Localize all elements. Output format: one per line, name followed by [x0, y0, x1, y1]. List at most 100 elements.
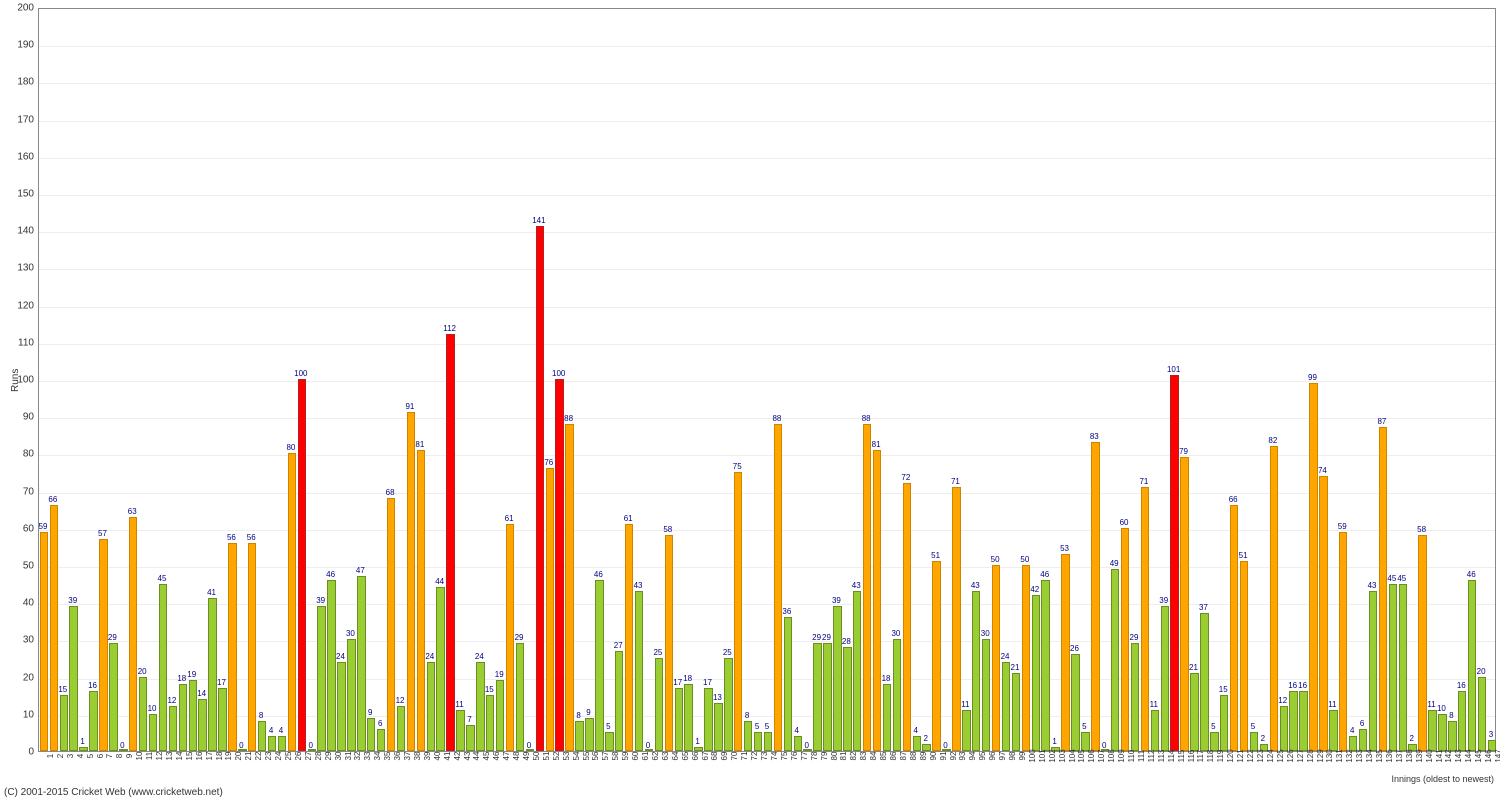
innings-bar	[446, 334, 454, 751]
innings-bar	[655, 658, 663, 751]
x-tick-label: 110	[1127, 750, 1136, 763]
bar-value-label: 61	[624, 514, 633, 523]
bar-value-label: 9	[368, 708, 372, 717]
bar-value-label: 30	[891, 629, 900, 638]
x-tick-label: 91	[939, 752, 948, 761]
bar-value-label: 16	[1288, 681, 1297, 690]
bar-value-label: 51	[931, 551, 940, 560]
x-tick-label: 78	[810, 752, 819, 761]
innings-bar	[50, 505, 58, 751]
bar-value-label: 21	[1189, 663, 1198, 672]
x-tick-label: 29	[324, 752, 333, 761]
innings-bar	[1170, 375, 1178, 751]
x-tick-label: 72	[750, 752, 759, 761]
y-tick-label: 100	[10, 375, 34, 386]
innings-bar	[476, 662, 484, 751]
x-tick-label: 99	[1018, 752, 1027, 761]
innings-bar	[456, 710, 464, 751]
bar-value-label: 10	[1437, 704, 1446, 713]
bar-value-label: 99	[1308, 373, 1317, 382]
innings-bar	[397, 706, 405, 751]
innings-bar	[1032, 595, 1040, 751]
innings-bar	[1428, 710, 1436, 751]
innings-bar	[377, 729, 385, 751]
x-tick-label: 66	[691, 752, 700, 761]
innings-bar	[952, 487, 960, 751]
x-tick-label: 32	[353, 752, 362, 761]
x-tick-label: 57	[601, 752, 610, 761]
x-tick-label: 52	[552, 752, 561, 761]
innings-bar	[1369, 591, 1377, 751]
y-tick-label: 20	[10, 672, 34, 683]
x-tick-label: 26	[294, 752, 303, 761]
innings-bar	[1448, 721, 1456, 751]
gridline	[39, 232, 1495, 233]
bar-value-label: 39	[832, 596, 841, 605]
x-tick-label: 93	[958, 752, 967, 761]
innings-bar	[536, 226, 544, 751]
bar-value-label: 24	[336, 652, 345, 661]
x-tick-label: 65	[681, 752, 690, 761]
x-tick-label: 31	[344, 752, 353, 761]
bar-value-label: 7	[467, 715, 471, 724]
x-tick-label: 84	[869, 752, 878, 761]
innings-bar	[575, 721, 583, 751]
x-tick-label: 51	[542, 752, 551, 761]
innings-bar	[387, 498, 395, 751]
bar-value-label: 83	[1090, 432, 1099, 441]
gridline	[39, 121, 1495, 122]
innings-bar	[109, 643, 117, 751]
bar-value-label: 15	[485, 685, 494, 694]
x-tick-label: 41	[443, 752, 452, 761]
bar-value-label: 0	[646, 741, 650, 750]
bar-value-label: 74	[1318, 466, 1327, 475]
innings-bar	[1478, 677, 1486, 751]
x-tick-label: 21	[244, 752, 253, 761]
bar-value-label: 0	[943, 741, 947, 750]
bar-value-label: 29	[822, 633, 831, 642]
x-tick-label: 36	[393, 752, 402, 761]
x-tick-label: 87	[899, 752, 908, 761]
y-tick-label: 90	[10, 412, 34, 423]
innings-bar	[367, 718, 375, 751]
x-tick-label: 107	[1097, 749, 1106, 762]
bar-value-label: 80	[286, 443, 295, 452]
innings-bar	[794, 736, 802, 751]
bar-value-label: 4	[269, 726, 273, 735]
innings-bar	[992, 565, 1000, 751]
innings-bar	[149, 714, 157, 751]
y-tick-label: 180	[10, 77, 34, 88]
x-tick-label: 2	[56, 754, 65, 758]
innings-bar	[347, 639, 355, 751]
bar-value-label: 39	[316, 596, 325, 605]
bar-value-label: 1	[695, 737, 699, 746]
bar-value-label: 76	[544, 458, 553, 467]
bar-value-label: 11	[1328, 700, 1336, 709]
bar-value-label: 3	[1489, 730, 1493, 739]
x-tick-label: 17	[205, 752, 214, 761]
bar-value-label: 66	[1229, 495, 1238, 504]
x-tick-label: 27	[304, 752, 313, 761]
y-tick-label: 120	[10, 300, 34, 311]
x-tick-label: 45	[482, 752, 491, 761]
x-tick-label: 56	[591, 752, 600, 761]
innings-bar	[40, 532, 48, 751]
innings-bar	[853, 591, 861, 751]
bar-value-label: 46	[1467, 570, 1476, 579]
innings-bar	[436, 587, 444, 751]
x-tick-label: 144	[1464, 749, 1473, 762]
bar-value-label: 4	[795, 726, 799, 735]
bar-value-label: 25	[653, 648, 662, 657]
bar-value-label: 2	[923, 734, 927, 743]
y-tick-label: 150	[10, 189, 34, 200]
x-tick-label: 64	[671, 752, 680, 761]
bar-value-label: 0	[120, 741, 124, 750]
innings-bar	[982, 639, 990, 751]
innings-bar	[1240, 561, 1248, 751]
bar-value-label: 29	[108, 633, 117, 642]
bar-value-label: 5	[1082, 722, 1086, 731]
innings-bar	[625, 524, 633, 751]
bar-value-label: 47	[356, 566, 365, 575]
x-tick-label: 105	[1077, 749, 1086, 762]
bar-value-label: 8	[576, 711, 580, 720]
